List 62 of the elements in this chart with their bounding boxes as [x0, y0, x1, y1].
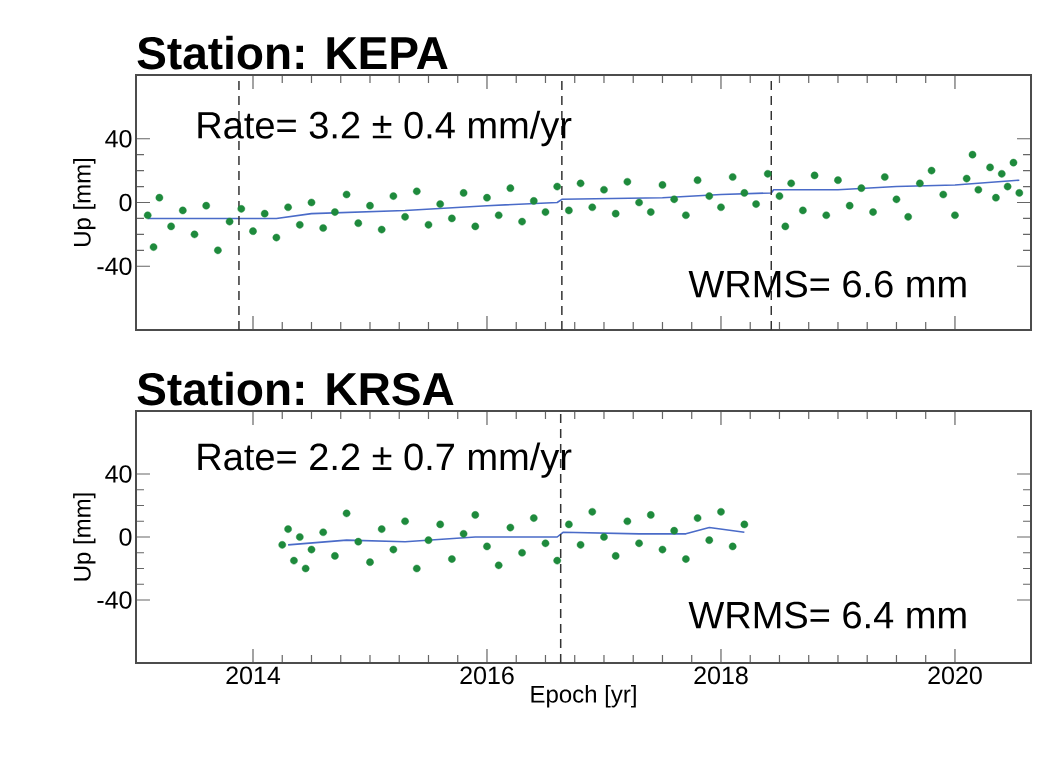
point	[424, 536, 433, 544]
point	[319, 528, 327, 537]
x-tick-label: 2014	[226, 666, 281, 685]
point	[342, 509, 351, 518]
point	[670, 526, 678, 535]
point	[307, 545, 316, 554]
point	[623, 517, 632, 526]
point	[541, 539, 550, 548]
annotation: WRMS= 6.6 mm	[688, 270, 966, 298]
x-axis-title: Epoch [yr]	[531, 685, 636, 708]
point	[278, 541, 287, 549]
point	[646, 511, 655, 519]
x-tick-label: 2018	[694, 666, 748, 685]
chart-title: Station: KEPA	[137, 35, 448, 70]
point	[295, 533, 304, 541]
x-tick-label: 2016	[460, 666, 514, 685]
point	[412, 564, 421, 573]
point	[459, 530, 468, 538]
annotation: WRMS= 6.4 mm	[688, 601, 966, 629]
point	[693, 514, 702, 522]
point	[611, 552, 620, 560]
point	[635, 539, 643, 548]
point	[471, 511, 480, 519]
point	[600, 533, 608, 541]
point	[717, 508, 725, 516]
point	[377, 525, 386, 533]
point	[301, 564, 310, 573]
y-tick-label: 40	[105, 465, 132, 483]
point	[576, 541, 585, 549]
point	[354, 537, 363, 546]
annotation: Rate= 3.2 ± 0.4 mm/yr	[198, 110, 572, 147]
point	[705, 536, 714, 544]
x-tick-label: 2020	[928, 666, 982, 685]
point	[565, 520, 573, 529]
point	[529, 514, 538, 522]
point	[658, 545, 667, 554]
y-tick-label: 0	[119, 528, 132, 546]
point	[518, 548, 526, 557]
point	[401, 517, 409, 526]
point	[682, 555, 690, 563]
point	[494, 561, 503, 570]
point	[366, 558, 374, 566]
point	[740, 520, 749, 529]
y-tick-label: -40	[97, 591, 132, 609]
y-axis-title: Up [mm]	[73, 158, 96, 246]
point	[553, 556, 561, 565]
point	[728, 542, 737, 551]
annotation: Rate= 2.2 ± 0.7 mm/yr	[198, 442, 572, 478]
y-tick-label: -40	[97, 257, 132, 276]
y-tick-label: 0	[119, 193, 132, 212]
point	[331, 552, 339, 560]
point	[436, 520, 444, 529]
y-axis-title: Up [mm]	[73, 493, 96, 581]
point	[588, 508, 597, 516]
point	[389, 545, 398, 554]
y-tick-label: 40	[105, 129, 132, 148]
chart-title: Station: KRSA	[137, 371, 454, 406]
point	[448, 555, 456, 563]
point	[483, 542, 491, 551]
point	[506, 523, 515, 532]
point	[290, 556, 298, 565]
point	[284, 525, 292, 533]
